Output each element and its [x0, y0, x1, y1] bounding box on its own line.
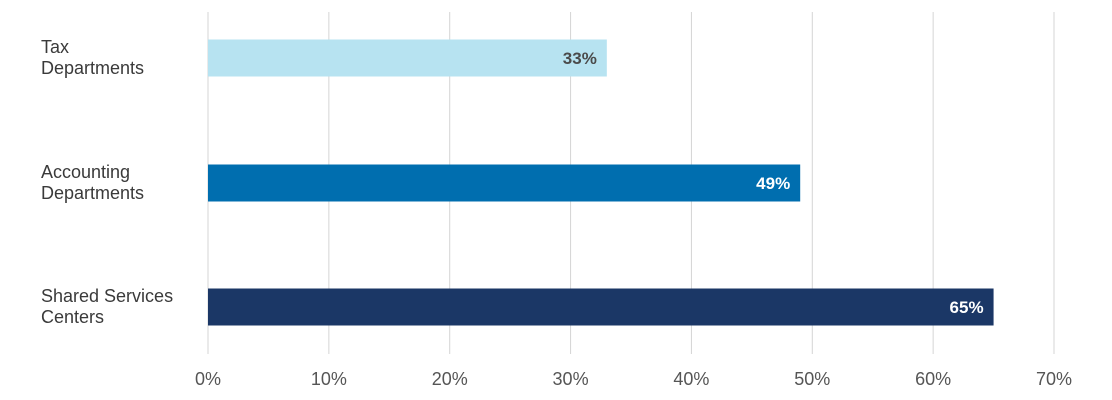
x-tick-label: 40%	[673, 369, 709, 389]
category-label: Tax Departments	[41, 37, 144, 78]
x-axis-tick-labels: 0% 10% 20% 30% 40% 50% 60% 70%	[195, 369, 1072, 389]
data-label: 65%	[950, 298, 984, 317]
category-label-line: Tax	[41, 37, 69, 57]
category-label-line: Centers	[41, 307, 104, 327]
data-labels: 33% 49% 65%	[563, 49, 984, 317]
data-label: 49%	[756, 174, 790, 193]
bar	[208, 164, 801, 202]
category-label-line: Departments	[41, 58, 144, 78]
x-tick-label: 50%	[794, 369, 830, 389]
x-tick-label: 20%	[432, 369, 468, 389]
bar	[208, 288, 994, 326]
category-label-line: Departments	[41, 183, 144, 203]
category-label: Shared Services Centers	[41, 286, 173, 327]
x-tick-label: 70%	[1036, 369, 1072, 389]
bar	[208, 39, 607, 77]
category-label: Accounting Departments	[41, 162, 144, 203]
x-tick-label: 0%	[195, 369, 221, 389]
bars	[208, 39, 994, 326]
x-tick-label: 60%	[915, 369, 951, 389]
data-label: 33%	[563, 49, 597, 68]
x-tick-label: 30%	[553, 369, 589, 389]
x-tick-label: 10%	[311, 369, 347, 389]
category-label-line: Accounting	[41, 162, 130, 182]
category-label-line: Shared Services	[41, 286, 173, 306]
